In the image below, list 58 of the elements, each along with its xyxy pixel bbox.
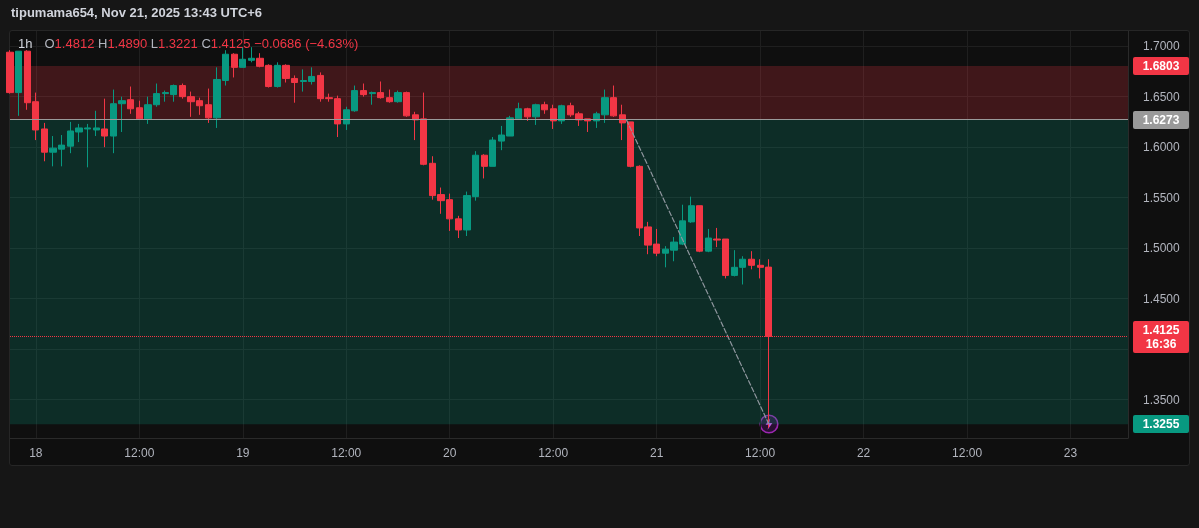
candlestick [558,104,565,125]
x-tick-label: 12:00 [331,446,362,460]
x-tick-label: 12:00 [124,446,155,460]
candlestick [403,91,410,118]
candlestick [489,136,496,167]
candlestick [360,83,367,98]
y-tick-label: 1.4500 [1143,291,1181,306]
candlestick [41,122,48,162]
y-tick-label: 1.6500 [1143,89,1181,104]
y-tick-label: 1.3500 [1143,392,1181,407]
x-tick-label: 23 [1063,446,1078,460]
candlestick [688,196,695,224]
candlestick [101,98,108,148]
candlestick [136,100,143,121]
candlestick [205,88,212,124]
candlestick [748,250,755,270]
y-tick-label: 1.6000 [1143,140,1181,155]
text: tipumama654, Nov 21, 2025 13:43 UTC+6 [11,5,263,20]
candlestick [377,81,384,100]
candlestick [239,46,246,68]
band-label: 1.3255 [1133,415,1189,434]
candlestick [524,107,531,122]
candlestick [248,46,255,63]
candlestick [15,50,22,117]
candlestick [369,91,376,106]
candlestick [231,52,238,78]
candlestick [696,205,703,253]
x-tick-label: 20 [443,446,457,460]
x-tick-label: 12:00 [538,446,569,460]
y-tick-label: 1.7000 [1143,39,1181,54]
candlestick [705,228,712,253]
candlestick [127,86,134,115]
x-tick-label: 18 [29,446,43,460]
candlestick [455,215,462,239]
ref-line-label: 1.6273 [1133,110,1189,129]
candlestick [610,85,617,118]
candlestick [481,153,488,179]
y-tick-label: 1.5000 [1143,241,1181,256]
candlestick [619,104,626,141]
candlestick [541,101,548,115]
candlestick [532,103,540,126]
x-tick-label: 19 [236,446,250,460]
candlestick [386,89,393,104]
candlestick [6,49,14,95]
ref-line-label: 1.4125 16:36 [1133,320,1189,353]
band-label: 1.6803 [1133,57,1189,76]
candlestick [274,61,281,89]
y-tick-label: 1.5500 [1143,190,1181,205]
x-tick-label: 21 [649,446,664,460]
x-tick-label: 12:00 [745,446,776,460]
candlestick [394,90,402,104]
x-tick-label: 12:00 [952,446,983,460]
x-tick-label: 22 [856,446,871,460]
candlestick [627,121,634,168]
text: O1.4812 H1.4890 L1.3221 C1.4125 −0.0686 (−4.63%) [44,36,359,51]
candlestick [93,110,100,137]
candlestick [550,104,557,130]
chart-title: 1h [18,36,33,51]
